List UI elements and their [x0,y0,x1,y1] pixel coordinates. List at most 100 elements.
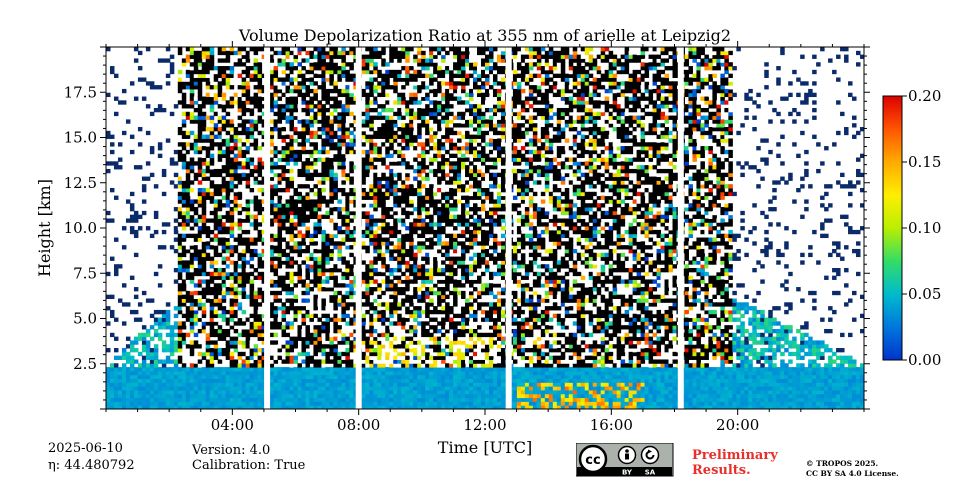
heatmap-cell [317,180,322,185]
heatmap-cell [261,85,267,90]
heatmap-cell [237,268,243,273]
heatmap-cell [289,237,295,242]
heatmap-cell [257,157,263,162]
heatmap-cell [429,389,434,395]
heatmap-cell [106,378,111,383]
heatmap-cell [245,405,251,409]
heatmap-cell [337,283,342,288]
heatmap-cell [365,271,370,277]
heatmap-cell [249,54,255,59]
heatmap-cell [325,332,330,338]
heatmap-cell [213,222,219,227]
heatmap-cell [153,184,159,189]
heatmap-cell [385,268,390,273]
heatmap-cell [377,283,382,288]
heatmap-cell [249,287,255,292]
heatmap-cell [233,279,239,284]
heatmap-cell [325,370,330,376]
heatmap-cell [225,187,231,193]
heatmap-cell [233,100,239,105]
heatmap-cell [325,313,330,319]
heatmap-cell [425,104,430,109]
heatmap-cell [405,317,410,322]
heatmap-cell [341,336,346,341]
heatmap-cell [241,336,247,341]
heatmap-cell [341,138,346,143]
heatmap-cell [397,275,402,280]
heatmap-cell [233,374,239,380]
heatmap-cell [189,226,195,231]
heatmap-cell [309,287,314,292]
heatmap-cell [341,340,346,345]
heatmap-cell [189,100,195,105]
heatmap-cell [229,264,235,269]
heatmap-cell [229,363,235,368]
heatmap-cell [321,149,326,155]
heatmap-cell [417,351,422,357]
heatmap-cell [333,62,338,67]
heatmap-cell [389,92,394,98]
heatmap-cell [237,153,243,158]
heatmap-cell [409,268,414,273]
heatmap-cell [245,279,251,284]
heatmap-cell [229,389,235,395]
heatmap-cell [405,199,410,204]
heatmap-cell [169,66,175,71]
heatmap-cell [305,73,310,78]
heatmap-cell [317,363,322,368]
heatmap-cell [125,218,131,223]
heatmap-cell [273,66,279,71]
heatmap-cell [181,264,187,269]
heatmap-cell [277,321,283,326]
heatmap-cell [233,203,239,208]
heatmap-cell [409,199,414,204]
heatmap-cell [197,107,203,113]
heatmap-cell [373,336,378,341]
heatmap-cell [361,111,366,117]
heatmap-cell [345,393,350,399]
heatmap-cell [201,302,207,307]
heatmap-cell [209,237,215,242]
heatmap-cell [317,279,322,284]
heatmap-cell [221,401,227,406]
heatmap-cell [165,317,171,322]
heatmap-cell [377,386,382,391]
heatmap-cell [269,176,275,181]
heatmap-cell [165,389,171,395]
heatmap-cell [409,252,414,258]
heatmap-cell [369,187,374,193]
heatmap-cell [229,104,235,109]
heatmap-cell [305,199,310,204]
heatmap-cell [409,233,414,239]
heatmap-cell [213,66,219,71]
heatmap-cell [425,290,430,296]
heatmap-cell [209,370,215,376]
heatmap-cell [337,119,342,124]
heatmap-cell [261,309,267,315]
heatmap-cell [257,336,263,341]
heatmap-cell [421,195,426,200]
heatmap-cell [141,176,147,181]
heatmap-cell [209,355,215,360]
heatmap-cell [329,317,334,322]
heatmap-cell [229,378,235,383]
heatmap-cell [233,336,239,341]
heatmap-cell [425,378,430,383]
heatmap-cell [125,386,131,391]
heatmap-cell [341,214,346,219]
heatmap-cell [337,382,342,387]
heatmap-cell [341,237,346,242]
heatmap-cell [345,268,350,273]
heatmap-cell [385,328,390,334]
heatmap-cell [305,88,310,94]
heatmap-cell [181,226,187,231]
heatmap-cell [213,321,219,326]
heatmap-cell [417,340,422,345]
heatmap-cell [253,332,259,338]
heatmap-cell [181,245,187,250]
heatmap-cell [257,374,263,380]
heatmap-cell [317,222,322,227]
heatmap-cell [333,50,338,56]
heatmap-cell [345,214,350,219]
heatmap-cell [257,115,263,120]
